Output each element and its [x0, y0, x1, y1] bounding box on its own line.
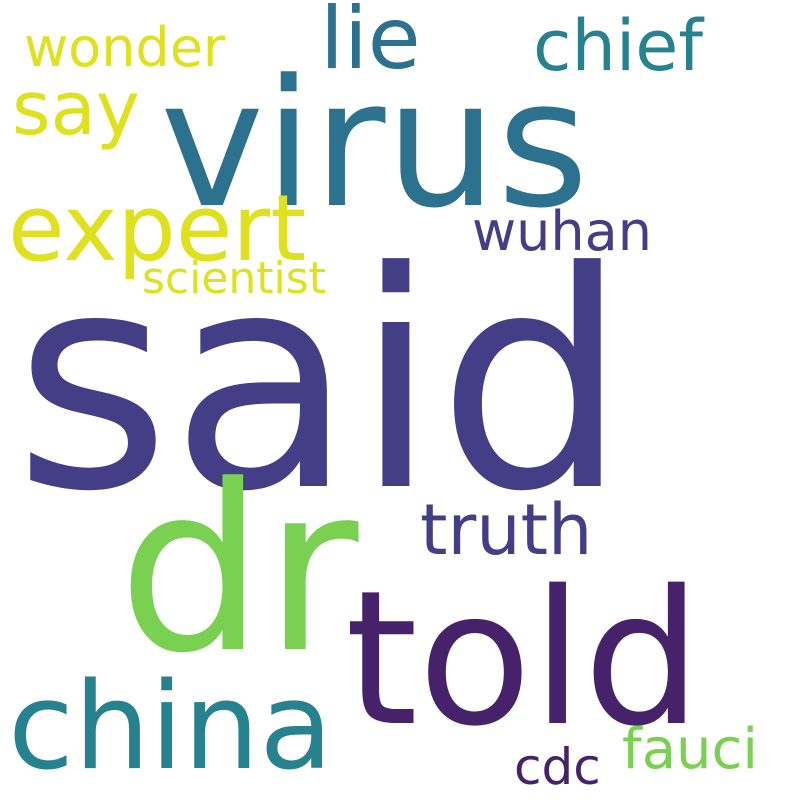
word-virus: virus [160, 42, 589, 247]
word-cdc: cdc [514, 738, 601, 796]
word-truth: truth [420, 489, 593, 571]
word-told: told [345, 550, 702, 767]
word-chief: chief [533, 5, 704, 87]
word-scientist: scientist [142, 253, 326, 304]
word-dr: dr [118, 437, 359, 704]
word-wuhan: wuhan [472, 200, 652, 263]
word-expert: expert [8, 175, 307, 282]
word-said: said [14, 208, 628, 557]
word-wonder: wonder [24, 16, 226, 79]
word-china: china [8, 658, 333, 797]
word-lie: lie [320, 0, 421, 89]
word-fauci: fauci [622, 717, 758, 782]
word-say: say [12, 66, 140, 152]
